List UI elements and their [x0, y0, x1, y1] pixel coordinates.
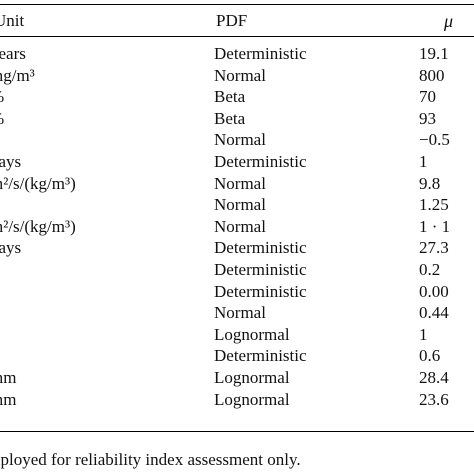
- table-row: m²/s/(kg/m³) Normal 9.8: [0, 175, 474, 196]
- table-row: % Beta 70: [0, 88, 474, 109]
- cell-mu: 70: [419, 87, 436, 107]
- cell-pdf: Normal: [214, 173, 266, 193]
- cell-pdf: Lognormal: [214, 324, 290, 344]
- cell-mu: 93: [419, 108, 436, 128]
- cell-mu: 0.44: [419, 303, 449, 323]
- cell-unit: mm: [0, 389, 17, 409]
- cell-mu: 800: [419, 65, 445, 85]
- cell-mu: 0.2: [419, 260, 441, 279]
- cell-pdf: Normal: [214, 216, 266, 236]
- cell-unit: mm: [0, 368, 17, 387]
- cell-pdf: Beta: [214, 87, 246, 107]
- cell-unit: days: [0, 152, 22, 171]
- cell-mu: 0.00: [419, 281, 449, 301]
- cell-pdf: Normal: [214, 65, 266, 85]
- table-row: m²/s/(kg/m³) Normal 1 · 1: [0, 218, 474, 239]
- table-row: -Normal−0.5: [0, 131, 474, 152]
- cell-unit: m²/s/(kg/m³): [0, 216, 76, 236]
- table-row: % Beta 93: [0, 110, 474, 131]
- cell-mu: −0.5: [419, 130, 450, 150]
- cell-pdf: Normal: [214, 303, 266, 323]
- table-row: days Deterministic 27.3: [0, 239, 474, 260]
- cell-mu: 1 · 1: [419, 216, 451, 236]
- cell-mu: 19.1: [419, 44, 449, 63]
- cell-pdf: Beta: [214, 108, 246, 128]
- table-row: mm Lognormal 23.6: [0, 391, 474, 412]
- cell-pdf: Deterministic: [214, 152, 307, 171]
- cell-mu: 1: [419, 324, 428, 344]
- header-mu: μ: [444, 11, 454, 31]
- cell-unit: m²/s/(kg/m³): [0, 173, 76, 193]
- cell-unit: %: [0, 110, 4, 127]
- cell-pdf: Deterministic: [214, 260, 307, 279]
- cell-mu: 27.3: [419, 238, 449, 258]
- table-row: days Deterministic 1: [0, 153, 474, 174]
- header-rule: [0, 36, 474, 37]
- cell-unit: %: [0, 88, 4, 105]
- cell-pdf: Deterministic: [214, 281, 307, 301]
- header-unit: Unit: [0, 11, 25, 30]
- cell-mu: 1.25: [419, 195, 449, 215]
- cell-pdf: Lognormal: [214, 368, 290, 387]
- cell-pdf: Normal: [214, 195, 266, 215]
- cell-mu: 23.6: [419, 389, 449, 409]
- table-row: mm Lognormal 28.4: [0, 369, 474, 390]
- cell-pdf: Deterministic: [214, 44, 307, 63]
- header-pdf: PDF: [216, 11, 248, 30]
- cell-mu: 9.8: [419, 173, 441, 193]
- cell-mu: 28.4: [419, 368, 449, 387]
- cell-pdf: Deterministic: [214, 346, 307, 366]
- cell-pdf: Deterministic: [214, 238, 307, 258]
- table-row: mg/m³ Normal 800: [0, 67, 474, 88]
- cell-pdf: Normal: [214, 130, 266, 150]
- table-footnote: nployed for reliability index assessment…: [0, 450, 301, 469]
- top-rule: [0, 4, 474, 5]
- cell-mu: 0.6: [419, 346, 441, 366]
- cell-unit: days: [0, 238, 22, 258]
- bottom-rule: [0, 431, 474, 432]
- cell-pdf: Lognormal: [214, 389, 290, 409]
- cell-mu: 1: [419, 152, 428, 171]
- cell-unit: years: [0, 44, 26, 63]
- table-row: years Deterministic 19.1: [0, 45, 474, 66]
- cell-unit: mg/m³: [0, 65, 35, 85]
